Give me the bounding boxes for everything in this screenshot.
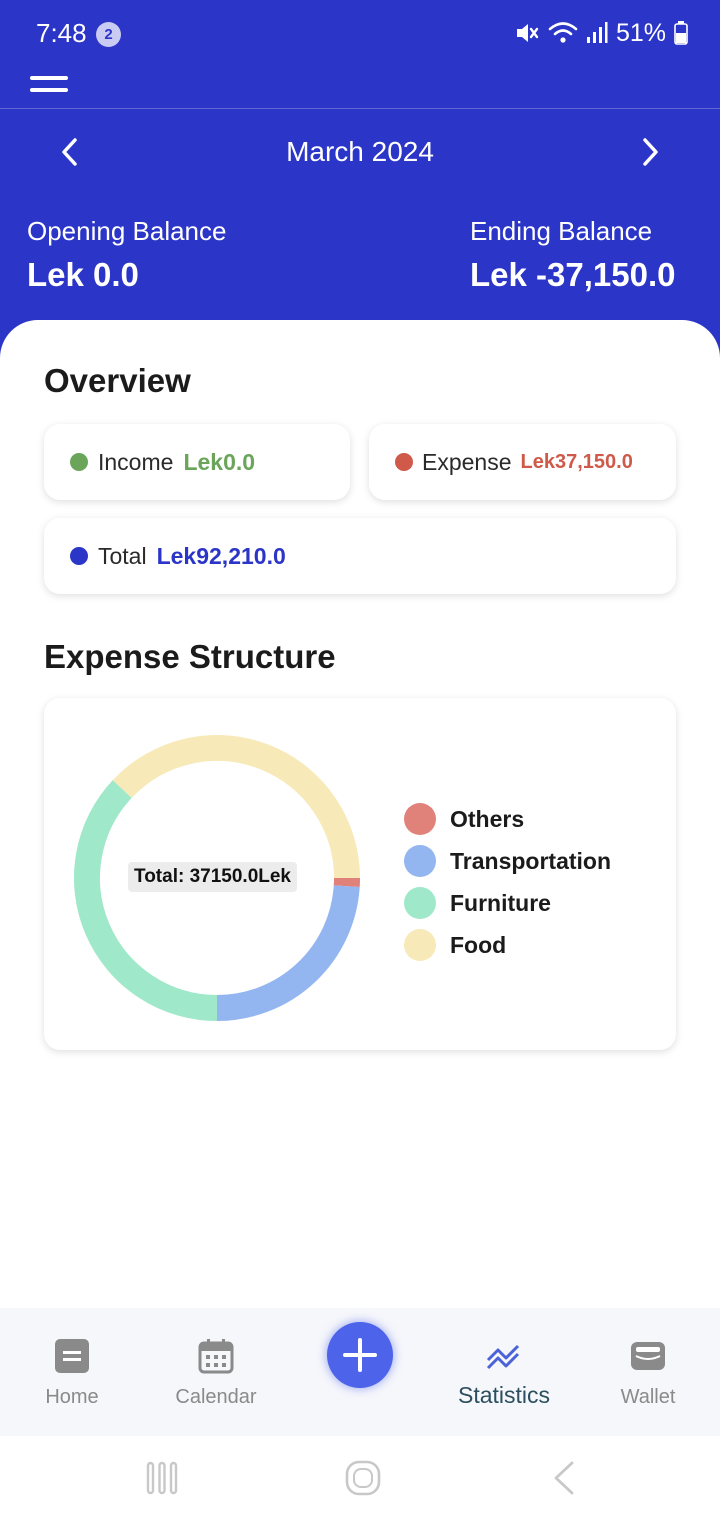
expense-chart-card: Total: 37150.0Lek Others Transportation Fu…: [44, 698, 676, 1050]
nav-statistics[interactable]: Statistics: [432, 1308, 576, 1436]
chevron-left-icon[interactable]: [50, 128, 90, 176]
expense-dot: [395, 453, 413, 471]
legend-item-furniture: Furniture: [404, 882, 611, 924]
wallet-icon: [631, 1342, 665, 1370]
back-system-icon[interactable]: [544, 1458, 584, 1498]
opening-balance-label: Opening Balance: [27, 216, 227, 246]
nav-calendar-label: Calendar: [175, 1386, 257, 1408]
month-title: March 2024: [286, 136, 434, 167]
nav-wallet-label: Wallet: [620, 1386, 676, 1408]
expense-row: Expense Lek37,150.0: [395, 424, 633, 500]
expense-label: Expense: [422, 448, 512, 475]
total-row: Total Lek92,210.0: [70, 518, 286, 594]
battery-icon: [674, 21, 688, 45]
status-icons: 51%: [514, 16, 688, 50]
income-label: Income: [98, 448, 174, 475]
legend-label: Transportation: [450, 847, 612, 874]
add-transaction-button[interactable]: [327, 1322, 393, 1388]
menu-bar-bottom: [30, 88, 68, 92]
notification-badge: 2: [96, 22, 121, 47]
nav-statistics-label: Statistics: [457, 1382, 551, 1408]
signal-icon: [586, 22, 608, 43]
overview-title: Overview: [44, 362, 191, 399]
home-list-icon: [55, 1339, 89, 1373]
menu-bar-top: [30, 76, 68, 80]
statistics-chart-icon: [486, 1344, 520, 1370]
chevron-right-icon[interactable]: [630, 128, 670, 176]
home-system-icon[interactable]: [343, 1458, 383, 1498]
donut-total-label: Total: 37150.0Lek: [128, 862, 298, 892]
menu-button[interactable]: [30, 74, 70, 98]
legend-item-transportation: Transportation: [404, 840, 611, 882]
income-row: Income Lek0.0: [70, 424, 255, 500]
chart-legend: Others Transportation Furniture Food: [404, 798, 611, 966]
total-label: Total: [98, 542, 147, 569]
ending-balance-value: Lek -37,150.0: [470, 256, 676, 293]
income-value: Lek0.0: [183, 448, 256, 475]
calendar-icon: [198, 1339, 234, 1374]
nav-home[interactable]: Home: [0, 1308, 144, 1436]
nav-calendar[interactable]: Calendar: [144, 1308, 288, 1436]
header-divider: [0, 108, 720, 109]
system-navigation-bar: [0, 1436, 720, 1520]
expense-card[interactable]: Expense Lek37,150.0: [369, 424, 676, 500]
legend-swatch: [404, 803, 436, 835]
total-value: Lek92,210.0: [156, 542, 286, 569]
expense-structure-title: Expense Structure: [44, 638, 336, 675]
legend-swatch: [404, 887, 436, 919]
income-card[interactable]: Income Lek0.0: [44, 424, 350, 500]
header-panel: 7:48 2 51%: [0, 0, 720, 360]
expense-value: Lek37,150.0: [520, 450, 633, 473]
ending-balance-label: Ending Balance: [470, 216, 653, 246]
legend-swatch: [404, 929, 436, 961]
wifi-icon: [548, 22, 578, 43]
legend-label: Others: [450, 805, 525, 832]
legend-item-others: Others: [404, 798, 611, 840]
nav-home-label: Home: [45, 1386, 99, 1408]
mute-icon: [516, 24, 539, 42]
battery-percent: 51%: [615, 18, 666, 47]
status-bar: 7:48 2 51%: [0, 0, 720, 66]
donut-slice-food: [112, 735, 360, 879]
plus-icon: [343, 1338, 377, 1372]
opening-balance-value: Lek 0.0: [27, 256, 139, 293]
expense-donut-chart: [74, 735, 360, 1021]
donut-slice-furniture: [74, 780, 218, 1021]
legend-item-food: Food: [404, 924, 611, 966]
income-dot: [70, 453, 88, 471]
legend-swatch: [404, 845, 436, 877]
bottom-navigation: Home Calendar Statistics: [0, 1308, 720, 1436]
total-card[interactable]: Total Lek92,210.0: [44, 518, 676, 594]
legend-label: Furniture: [450, 889, 551, 916]
recent-apps-icon[interactable]: [142, 1458, 182, 1498]
total-dot: [70, 547, 88, 565]
donut-slice-transportation: [216, 885, 360, 1021]
content-sheet: Overview Income Lek0.0 Expense Lek37,150…: [0, 320, 720, 1308]
legend-label: Food: [450, 931, 507, 958]
status-time: 7:48: [36, 18, 87, 48]
nav-wallet[interactable]: Wallet: [576, 1308, 720, 1436]
